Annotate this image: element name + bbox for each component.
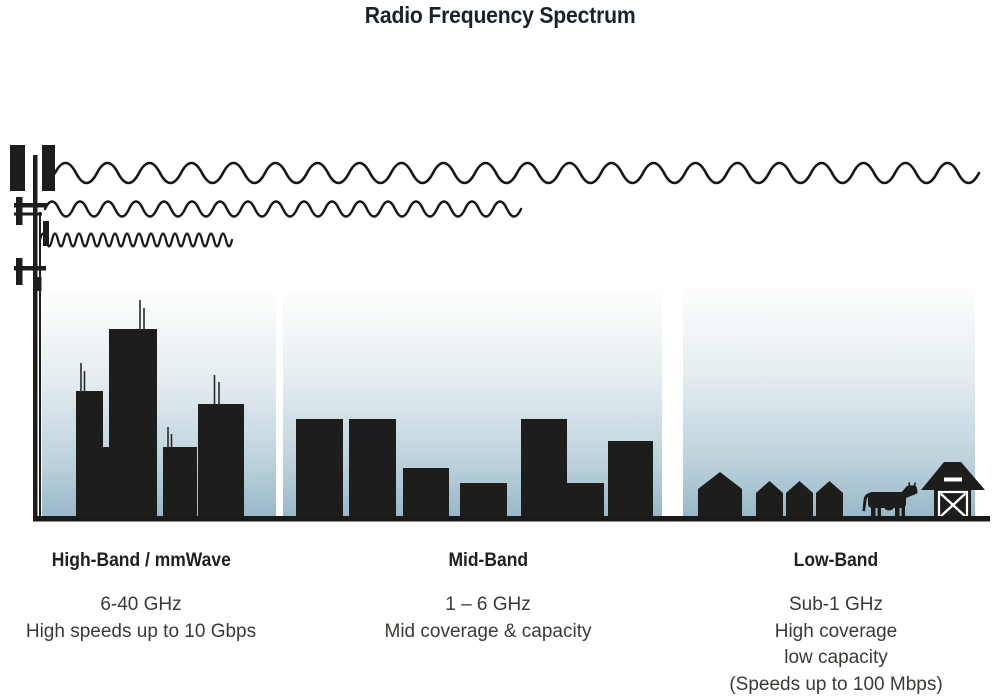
mid-band-heading: Mid-Band (368, 550, 608, 572)
low-band-details: Sub-1 GHz High coverage low capacity (Sp… (716, 592, 956, 698)
tower-crossbar-2 (14, 212, 42, 216)
medium-wave (43, 200, 523, 218)
building (460, 483, 507, 520)
building (349, 419, 396, 520)
mid-band-details: 1 – 6 GHz Mid coverage & capacity (368, 592, 608, 645)
tower-pole (33, 155, 38, 520)
high-band-city (76, 300, 244, 520)
building (567, 483, 604, 520)
barn-door-cross (939, 492, 967, 518)
long-wave (53, 161, 981, 185)
building (521, 419, 567, 520)
low-band-label: Low-Band Sub-1 GHz High coverage low cap… (716, 550, 956, 700)
high-band-details: 6-40 GHz High speeds up to 10 Gbps (20, 592, 262, 645)
tower-low-panel-left (16, 258, 23, 285)
tower-mid-panel-right (43, 221, 49, 246)
building (608, 441, 653, 520)
mid-band-buildings (296, 419, 653, 520)
high-band-heading-text: High-Band / mmWave (51, 550, 231, 571)
building (296, 419, 343, 520)
ground-line (33, 516, 990, 522)
low-band-frequency: Sub-1 GHz (789, 594, 883, 615)
high-band-description: High speeds up to 10 Gbps (25, 620, 257, 642)
building (403, 468, 449, 520)
page-title-text: Radio Frequency Spectrum (364, 2, 636, 28)
tower-mid-panel-left (16, 197, 23, 225)
page-title: Radio Frequency Spectrum (0, 2, 1000, 29)
short-wave (38, 232, 234, 248)
tower-antenna-panel-left (10, 145, 25, 191)
cow-icon (862, 482, 918, 518)
low-band-heading-text: Low-Band (793, 550, 879, 571)
house-icon (698, 472, 742, 520)
skyscraper (109, 329, 157, 520)
house-icon (786, 481, 813, 520)
high-band-frequency: 6-40 GHz (100, 594, 182, 615)
high-band-heading: High-Band / mmWave (20, 550, 262, 572)
tower-crossbar-3 (14, 266, 46, 271)
mid-band-description: Mid coverage & capacity (384, 620, 592, 642)
low-band-coverage: High coverage (774, 620, 898, 642)
skyscraper (198, 404, 244, 520)
low-band-sky (683, 286, 975, 518)
tower-stub (37, 277, 42, 291)
low-band-heading: Low-Band (716, 550, 956, 572)
high-band-label: High-Band / mmWave 6-40 GHz High speeds … (20, 550, 262, 700)
barn-vent (944, 477, 962, 482)
low-band-capacity: low capacity (784, 647, 888, 668)
mid-band-heading-text: Mid-Band (448, 550, 528, 571)
barn-icon (921, 462, 985, 520)
rooftop-antennas (80, 300, 220, 448)
skyscraper (76, 391, 103, 520)
tower-pole-secondary (39, 212, 41, 520)
low-band-speed: (Speeds up to 100 Mbps) (729, 673, 943, 695)
tower-antenna-panel-right (42, 145, 55, 191)
mid-band-frequency: 1 – 6 GHz (445, 594, 531, 615)
tower-crossbar-1 (14, 203, 47, 208)
mid-band-sky (283, 292, 662, 518)
mid-band-label: Mid-Band 1 – 6 GHz Mid coverage & capaci… (368, 550, 608, 700)
skyscraper (103, 447, 109, 520)
low-band-rural (698, 462, 985, 520)
skyscraper (163, 447, 197, 520)
house-icon (816, 481, 843, 520)
house-icon (756, 481, 783, 520)
cell-tower-icon (10, 145, 55, 520)
